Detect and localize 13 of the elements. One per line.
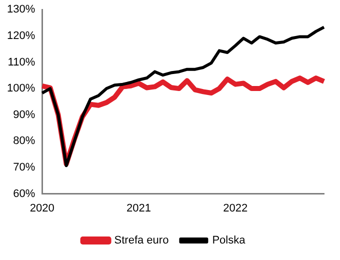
y-tick-label: 70%: [13, 162, 36, 174]
y-tick-label: 110%: [8, 56, 36, 68]
y-tick-label: 90%: [13, 108, 36, 121]
legend-label: Strefa euro: [114, 234, 169, 247]
y-tick-label: 60%: [13, 188, 36, 200]
x-tick-label: 2020: [30, 202, 54, 214]
y-tick-label: 80%: [13, 135, 36, 148]
legend-label: Polska: [212, 234, 246, 247]
y-tick-label: 120%: [6, 30, 36, 42]
x-tick-label: 2022: [223, 202, 248, 214]
y-tick-label: 100%: [6, 82, 36, 95]
y-tick-label: 130%: [6, 4, 36, 16]
x-tick-label: 2021: [126, 202, 152, 214]
